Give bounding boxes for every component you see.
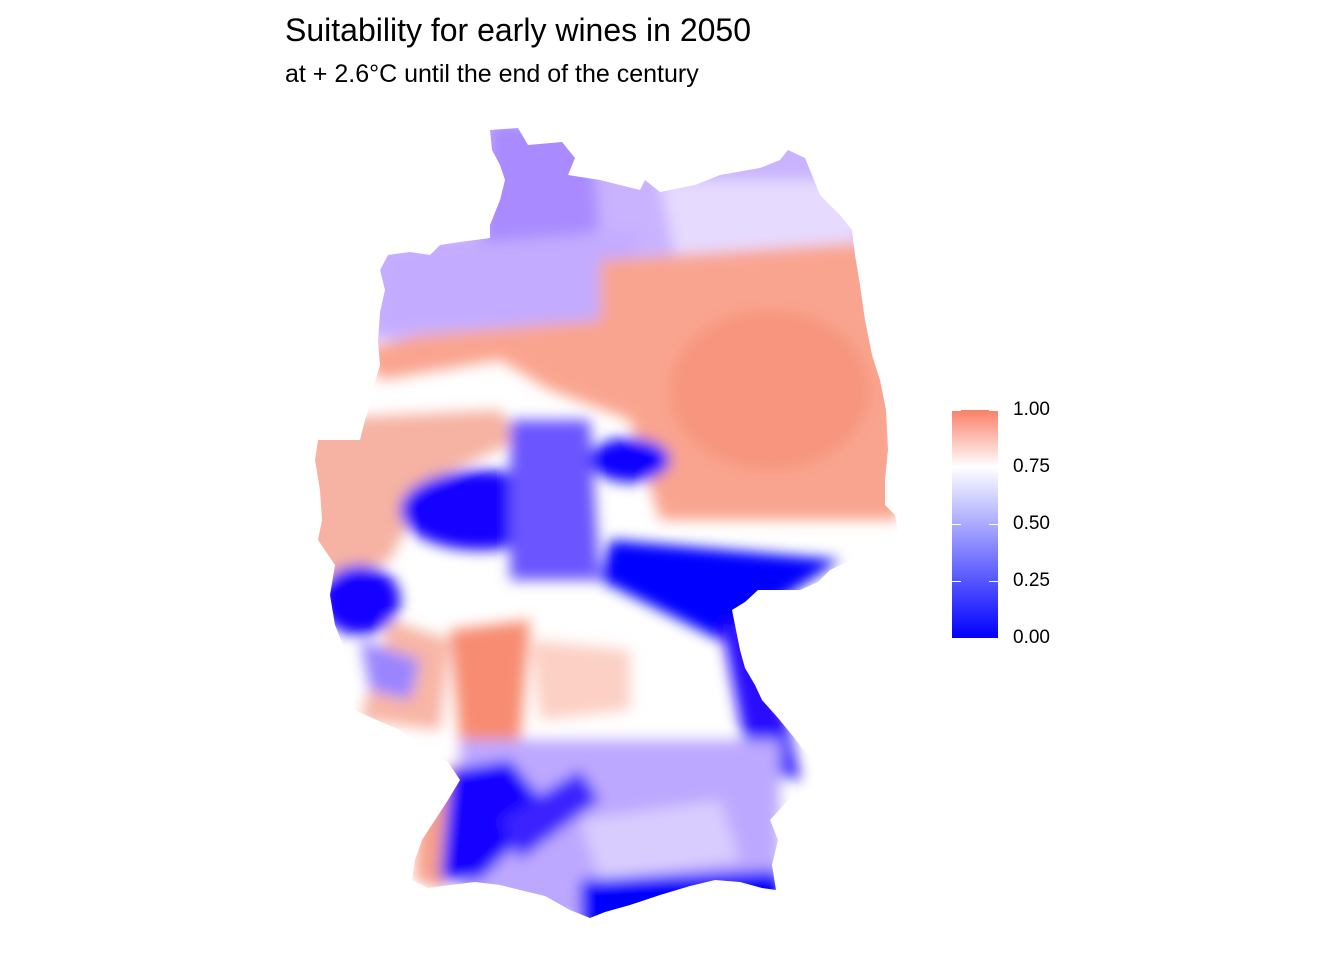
legend-label-0-25: 0.25 (1013, 570, 1050, 591)
legend-label-0-00: 0.00 (1013, 627, 1050, 648)
legend: 1.00 0.75 0.50 0.25 0.00 (952, 400, 1082, 660)
legend-tick-r (989, 581, 998, 582)
germany-suitability-map (300, 120, 920, 930)
legend-tick-l (952, 638, 961, 639)
region-alps (580, 870, 780, 918)
region-main-franconia (530, 640, 630, 720)
region-harz (590, 438, 670, 482)
legend-label-0-75: 0.75 (1013, 456, 1050, 477)
region-black-forest (440, 760, 550, 880)
legend-label-0-50: 0.50 (1013, 513, 1050, 534)
region-lower-saxony (380, 230, 640, 330)
legend-tick-l (952, 581, 961, 582)
region-palatinate (450, 620, 530, 740)
legend-label-1-00: 1.00 (1013, 399, 1050, 420)
suitability-raster (315, 128, 898, 918)
region-thuringian-ore-mountains (600, 540, 840, 640)
legend-tick-l (952, 410, 961, 411)
chart-title: Suitability for early wines in 2050 (285, 12, 752, 48)
legend-tick-l (952, 467, 961, 468)
region-hessen-uplands (510, 420, 600, 580)
region-schleswig-holstein (480, 128, 600, 260)
region-eifel (320, 565, 400, 635)
legend-tick-r (989, 410, 998, 411)
legend-tick-r (989, 638, 998, 639)
legend-tick-r (989, 467, 998, 468)
map-svg (315, 128, 898, 918)
region-hunsruck (360, 640, 420, 700)
region-swabian-jura (500, 770, 600, 860)
chart-subtitle: at + 2.6°C until the end of the century (285, 60, 699, 88)
region-danube-plateau (580, 800, 740, 880)
region-central-east (670, 310, 870, 470)
legend-tick-l (952, 524, 961, 525)
legend-tick-r (989, 524, 998, 525)
